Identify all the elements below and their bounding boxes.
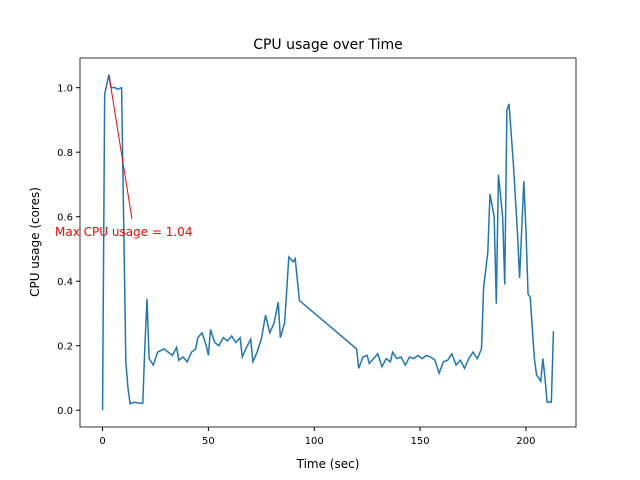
y-tick-label: 0.8 — [57, 148, 73, 159]
x-tick-label: 0 — [99, 436, 105, 447]
data-line — [101, 74, 555, 411]
y-tick-label: 0.0 — [57, 406, 73, 417]
y-tick-label: 0.6 — [57, 213, 73, 224]
x-tick-label: 50 — [202, 436, 215, 447]
chart-title: CPU usage over Time — [253, 37, 403, 53]
x-tick-label: 100 — [305, 436, 324, 447]
y-tick-label: 0.4 — [57, 277, 73, 288]
x-axis-label: Time (sec) — [296, 457, 360, 471]
plot-frame — [79, 57, 577, 428]
y-tick-label: 0.2 — [57, 342, 73, 353]
x-tick-label: 200 — [516, 436, 535, 447]
y-tick-label: 1.0 — [57, 84, 73, 95]
y-axis-label: CPU usage (cores) — [28, 187, 42, 297]
annotation-text: Max CPU usage = 1.04 — [55, 225, 192, 239]
annotation-arrow — [108, 74, 133, 220]
x-tick-label: 150 — [411, 436, 430, 447]
